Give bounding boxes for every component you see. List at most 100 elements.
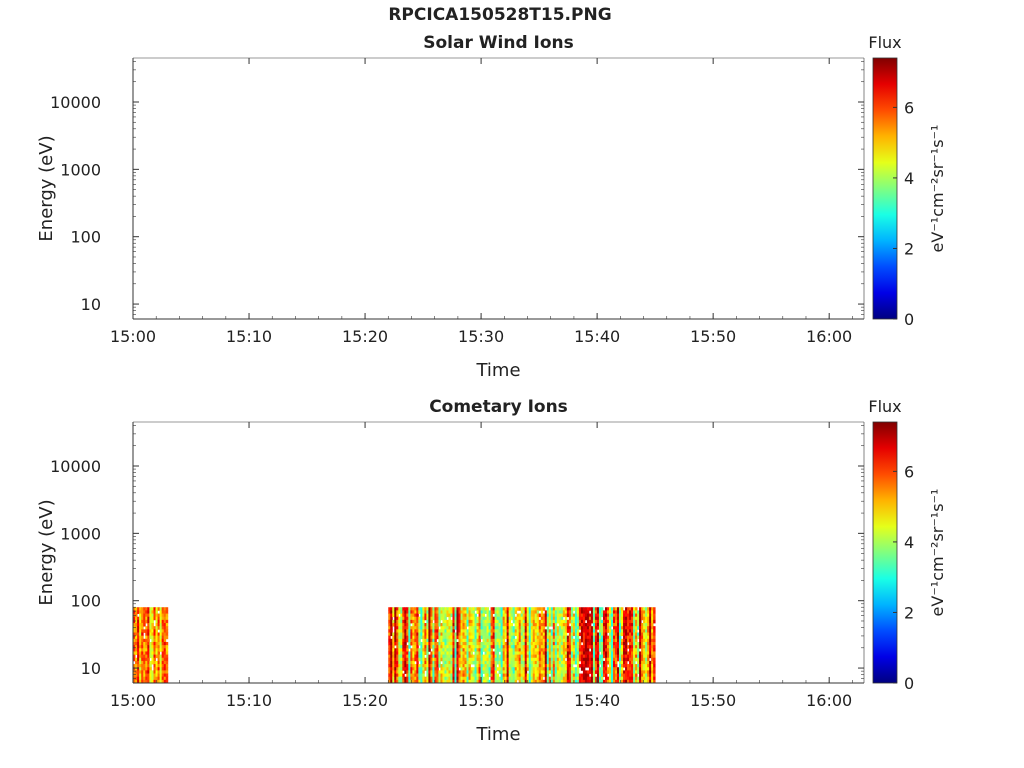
flux-cell bbox=[604, 629, 608, 633]
flux-cell bbox=[460, 629, 463, 633]
flux-cell bbox=[598, 676, 602, 681]
flux-cell bbox=[623, 670, 626, 674]
flux-cell bbox=[584, 635, 588, 640]
flux-cell bbox=[390, 673, 393, 678]
flux-cell bbox=[404, 607, 407, 611]
flux-cell bbox=[653, 651, 656, 655]
flux-cell bbox=[496, 648, 500, 652]
flux-cell bbox=[613, 651, 616, 655]
flux-cell bbox=[540, 673, 544, 678]
colorbar-tick-label: 0 bbox=[904, 310, 914, 329]
flux-cell bbox=[450, 654, 453, 659]
flux-cell bbox=[442, 648, 445, 652]
flux-cell bbox=[416, 623, 419, 627]
x-tick-label: 15:00 bbox=[110, 327, 156, 346]
flux-cell bbox=[600, 660, 604, 665]
flux-cell bbox=[558, 623, 562, 627]
flux-cell bbox=[490, 638, 494, 643]
flux-cell bbox=[631, 651, 634, 655]
flux-cell bbox=[552, 632, 556, 637]
flux-cell bbox=[540, 629, 544, 633]
flux-cell bbox=[510, 626, 514, 630]
flux-cell bbox=[432, 632, 435, 637]
flux-cell bbox=[514, 632, 518, 637]
flux-cell bbox=[454, 623, 457, 627]
flux-cell bbox=[570, 629, 574, 633]
flux-cell bbox=[625, 648, 628, 652]
flux-cell bbox=[512, 660, 516, 665]
flux-cell bbox=[570, 641, 574, 646]
flux-cell bbox=[617, 679, 620, 684]
flux-cell bbox=[508, 667, 512, 671]
flux-cell bbox=[404, 629, 407, 633]
flux-cell bbox=[165, 654, 169, 659]
flux-cell bbox=[558, 651, 562, 655]
flux-cell bbox=[608, 670, 612, 674]
flux-cell bbox=[576, 635, 580, 640]
flux-cell bbox=[611, 641, 614, 646]
flux-cell bbox=[446, 626, 449, 630]
flux-cell bbox=[602, 660, 606, 665]
flux-cell bbox=[486, 616, 489, 621]
flux-cell bbox=[400, 626, 403, 630]
flux-cell bbox=[488, 629, 492, 633]
flux-cell bbox=[498, 648, 502, 652]
flux-cell bbox=[508, 610, 512, 614]
flux-cell bbox=[641, 629, 644, 633]
flux-cell bbox=[450, 607, 453, 611]
flux-cell bbox=[637, 623, 640, 627]
flux-cell bbox=[510, 664, 514, 668]
flux-cell bbox=[560, 635, 564, 640]
flux-cell bbox=[161, 645, 165, 649]
flux-cell bbox=[430, 673, 433, 678]
flux-cell bbox=[396, 610, 399, 614]
flux-cell bbox=[504, 664, 508, 668]
flux-cell bbox=[512, 679, 516, 684]
x-tick-label: 15:20 bbox=[342, 691, 388, 710]
flux-cell bbox=[625, 673, 628, 678]
flux-cell bbox=[536, 629, 540, 633]
flux-cell bbox=[480, 635, 483, 640]
flux-cell bbox=[458, 670, 461, 674]
flux-cell bbox=[566, 676, 570, 681]
flux-cell bbox=[588, 632, 592, 637]
flux-cell bbox=[151, 654, 154, 659]
flux-cell bbox=[135, 638, 138, 643]
flux-cell bbox=[416, 641, 419, 646]
flux-cell bbox=[544, 641, 548, 646]
flux-cell bbox=[436, 613, 439, 618]
flux-cell bbox=[450, 638, 453, 643]
flux-cell bbox=[438, 616, 441, 621]
flux-cell bbox=[466, 651, 469, 655]
flux-cell bbox=[540, 676, 544, 681]
flux-cell bbox=[627, 664, 630, 668]
flux-cell bbox=[594, 657, 598, 662]
flux-cell bbox=[448, 623, 451, 627]
flux-cell bbox=[468, 641, 471, 646]
flux-cell bbox=[468, 660, 471, 665]
flux-cell bbox=[649, 616, 652, 621]
flux-cell bbox=[576, 670, 580, 674]
flux-cell bbox=[458, 629, 461, 633]
flux-cell bbox=[639, 619, 642, 624]
flux-cell bbox=[155, 626, 158, 630]
flux-cell bbox=[484, 673, 487, 678]
flux-cell bbox=[157, 670, 161, 674]
flux-cell bbox=[155, 610, 158, 614]
flux-cell bbox=[649, 635, 652, 640]
flux-cell bbox=[452, 679, 455, 684]
flux-cell bbox=[414, 638, 417, 643]
flux-cell bbox=[438, 613, 441, 618]
flux-cell bbox=[633, 651, 636, 655]
flux-cell bbox=[416, 629, 419, 633]
flux-cell bbox=[480, 664, 483, 668]
flux-cell bbox=[139, 613, 142, 618]
flux-cell bbox=[639, 641, 642, 646]
flux-cell bbox=[512, 645, 516, 649]
flux-cell bbox=[452, 641, 455, 646]
flux-cell bbox=[598, 648, 602, 652]
flux-cell bbox=[456, 664, 459, 668]
flux-cell bbox=[398, 623, 401, 627]
flux-cell bbox=[476, 635, 479, 640]
flux-cell bbox=[582, 629, 586, 633]
